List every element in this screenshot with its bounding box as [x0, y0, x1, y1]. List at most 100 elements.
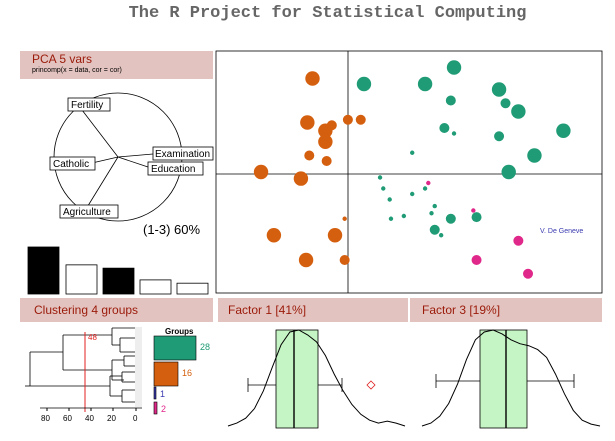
scatter-point	[432, 203, 437, 209]
loading-arrow-catholic	[91, 156, 119, 164]
factor1-density	[227, 329, 406, 429]
group-count: 28	[200, 342, 210, 352]
scatter-point	[417, 76, 433, 92]
scatter-point	[381, 186, 386, 191]
scatter-point	[422, 186, 428, 191]
scatter-point	[318, 134, 333, 149]
scatter-point	[451, 131, 457, 136]
tick-label: 60	[63, 414, 72, 423]
group-count: 2	[161, 404, 166, 414]
loading-arrow-agriculture	[85, 156, 119, 210]
label-box-examination	[152, 146, 214, 161]
scatter-point	[523, 268, 534, 279]
label-box-fertility	[67, 97, 111, 112]
scatter-point	[501, 164, 516, 180]
pca-biplot: Fertility Examination Education Catholic…	[49, 92, 214, 237]
scatter-panel: V. De Geneve	[215, 50, 603, 294]
scatter-point	[410, 150, 415, 155]
scatter-point	[556, 123, 571, 138]
scatter-point	[293, 171, 309, 186]
group-count: 16	[182, 368, 192, 378]
label-box-agriculture	[59, 204, 119, 219]
pca-call: princomp(x = data, cor = cor)	[32, 67, 122, 74]
groups-title: Groups	[165, 327, 194, 336]
group-bar	[153, 386, 157, 400]
factor3-label: Factor 3 [19%]	[422, 303, 501, 317]
scatter-point	[471, 255, 482, 265]
scatter-point	[298, 252, 314, 268]
factor1-band	[218, 298, 408, 322]
quartile-box	[479, 329, 528, 429]
scree-bar	[65, 264, 98, 295]
scree-bar	[27, 246, 60, 295]
var-label-agriculture: Agriculture	[63, 207, 111, 218]
pca-band	[20, 51, 213, 79]
dendrogram-leaves	[135, 327, 142, 407]
loading-arrow-education	[117, 156, 149, 168]
scatter-point	[445, 213, 456, 224]
tick-label: 20	[107, 414, 116, 423]
scatter-point	[387, 197, 392, 202]
cut-height-label: 48	[88, 333, 97, 342]
page-title: The R Project for Statistical Computing	[128, 4, 527, 23]
tick-label: 0	[133, 414, 138, 423]
scatter-point	[356, 76, 372, 92]
scatter-point	[446, 60, 462, 75]
scatter-point	[300, 115, 315, 130]
label-box-education	[147, 161, 204, 176]
scatter-point	[377, 175, 383, 180]
variance-label: (1-3) 60%	[143, 222, 201, 237]
var-label-fertility: Fertility	[71, 100, 103, 111]
scatter-point	[471, 208, 476, 213]
clustering-band	[20, 298, 213, 322]
tick-label: 80	[41, 414, 50, 423]
density-curve	[421, 329, 601, 427]
scatter-point	[445, 95, 456, 106]
group-bar	[153, 361, 179, 387]
scatter-point	[429, 211, 434, 216]
clustering-label: Clustering 4 groups	[34, 303, 139, 317]
scatter-point	[355, 114, 366, 125]
var-label-education: Education	[151, 164, 195, 175]
scree-bar	[102, 267, 135, 295]
scatter-point	[327, 228, 343, 243]
scatter-point	[266, 228, 282, 243]
pca-label: PCA 5 vars	[32, 52, 93, 66]
density-curve	[227, 329, 406, 427]
scatter-point	[253, 164, 269, 180]
label-box-catholic	[49, 156, 96, 171]
scree-bar	[176, 282, 209, 295]
quartile-box	[275, 329, 319, 429]
scree-bar	[139, 279, 172, 295]
scatter-point	[410, 191, 415, 197]
tick-label: 40	[85, 414, 94, 423]
group-bar	[153, 335, 197, 361]
scatter-point	[304, 150, 315, 161]
scatter-point	[491, 82, 507, 97]
groups-bars: 28 16 1 2	[153, 335, 210, 415]
var-label-examination: Examination	[155, 149, 210, 160]
scatter-point	[342, 114, 353, 125]
scatter-point	[500, 98, 511, 109]
dendrogram	[25, 327, 135, 403]
scatter-point	[494, 131, 505, 142]
loading-arrow-fertility	[81, 109, 119, 158]
factor1-label: Factor 1 [41%]	[228, 303, 307, 317]
scatter-frame	[215, 50, 603, 294]
scatter-point	[321, 156, 332, 166]
scatter-point	[471, 212, 482, 223]
scatter-point	[439, 123, 450, 133]
group-count: 1	[160, 389, 165, 399]
scree-bars	[27, 246, 209, 295]
scatter-point	[326, 120, 337, 131]
scatter-point	[305, 71, 320, 86]
credit-text: V. De Geneve	[540, 228, 583, 235]
scatter-point	[401, 213, 407, 219]
loading-arrow-examination	[117, 153, 154, 158]
scatter-point	[513, 235, 524, 246]
scatter-point	[388, 216, 394, 221]
outlier-marker	[366, 380, 376, 390]
factor3-band	[410, 298, 602, 322]
scatter-point	[342, 216, 347, 221]
